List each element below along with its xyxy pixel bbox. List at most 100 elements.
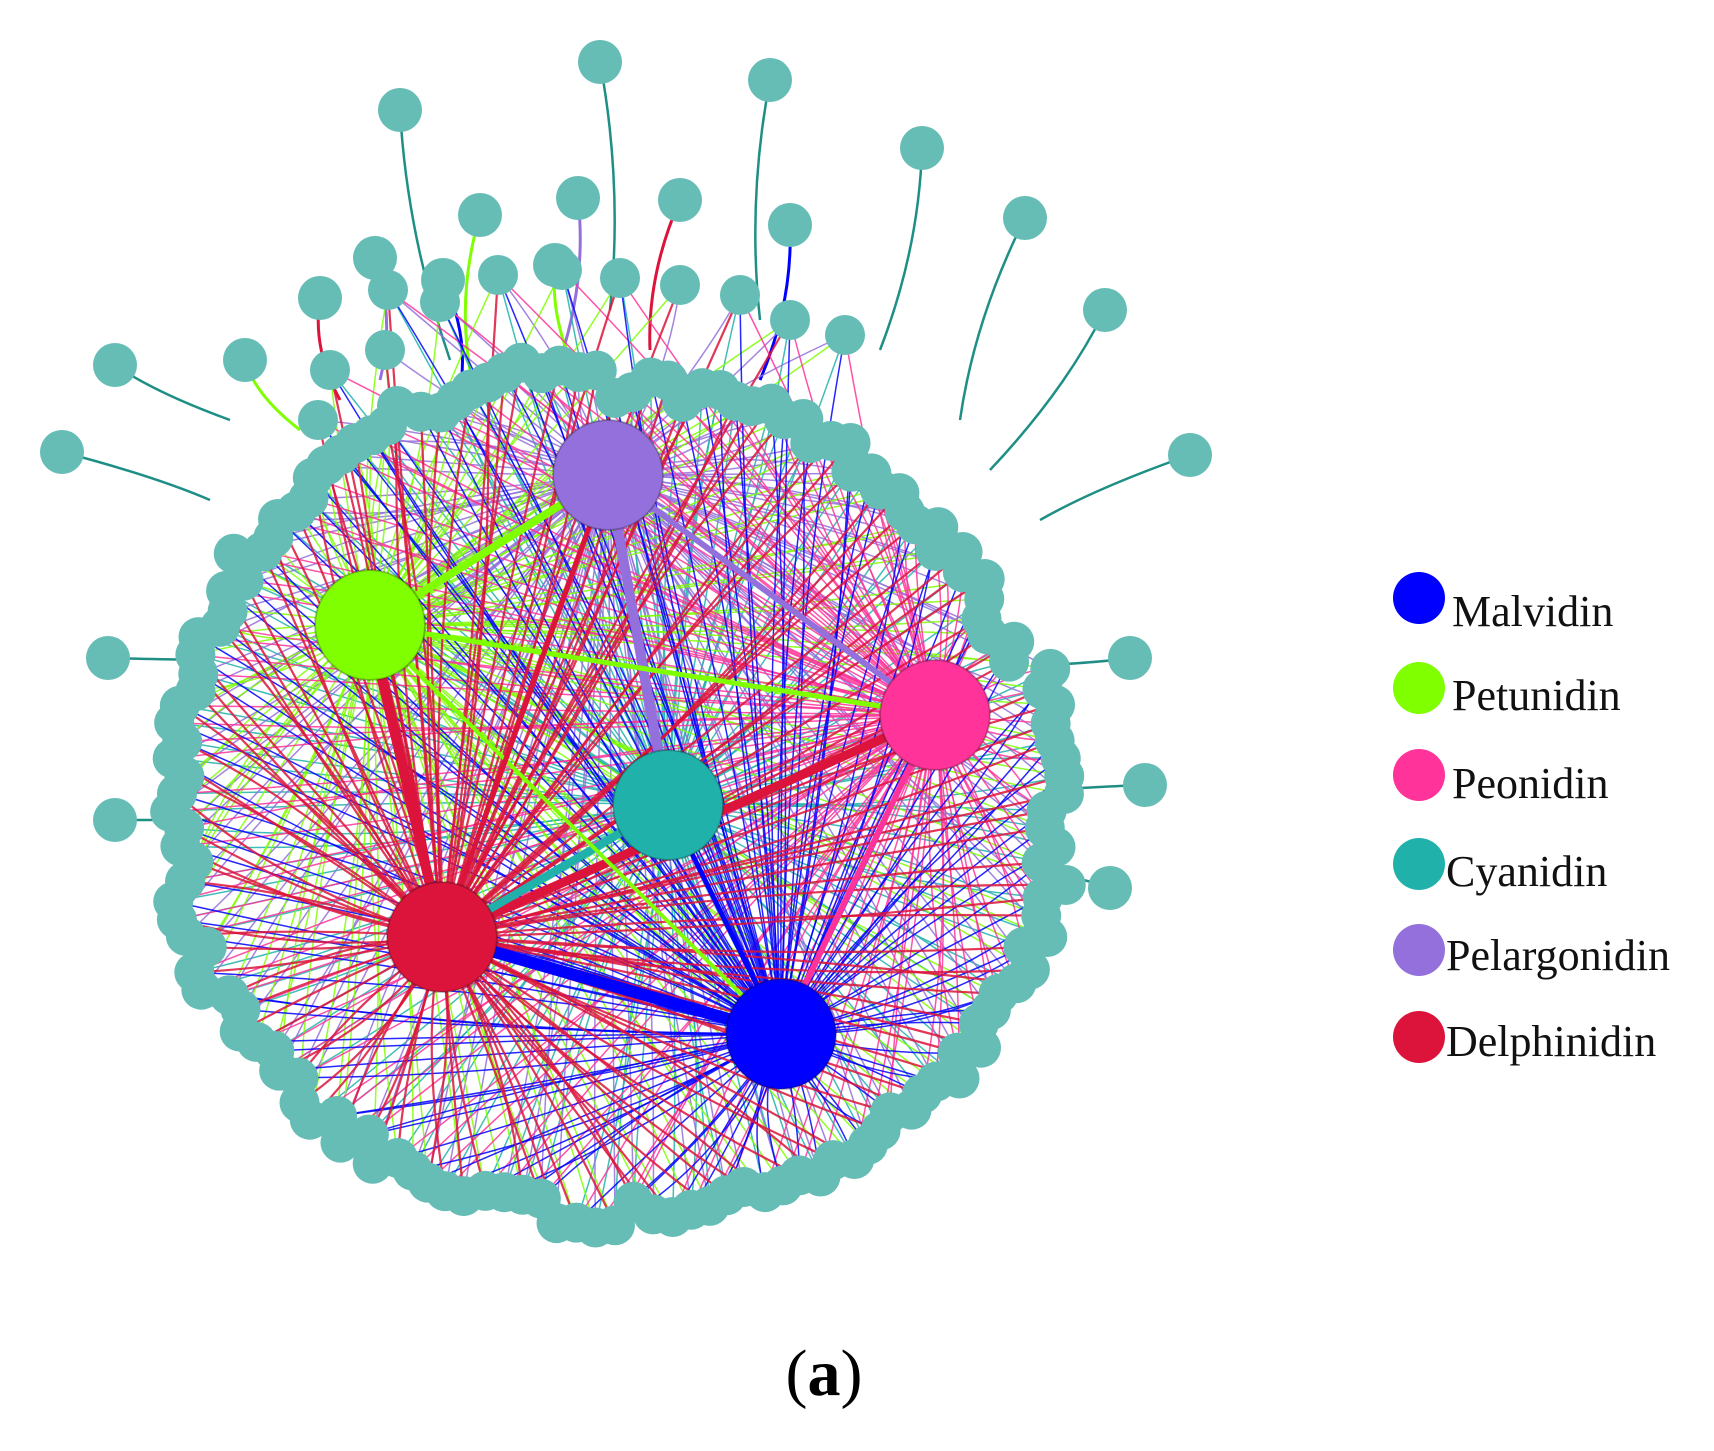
edge	[309, 1033, 782, 1121]
edge	[719, 390, 782, 1035]
legend-swatch-delphinidin	[1393, 1011, 1445, 1063]
edge	[649, 377, 782, 1035]
edge	[739, 294, 936, 716]
hub-node-layer	[314, 419, 991, 1090]
edge	[181, 740, 782, 1035]
edge	[369, 623, 988, 636]
edge	[441, 936, 766, 1193]
target-node	[93, 798, 137, 842]
legend-item-cyanidin: Cyanidin	[1393, 838, 1607, 896]
edge	[667, 400, 736, 806]
edge	[369, 598, 985, 626]
edge	[369, 624, 1056, 848]
legend-swatch-peonidin	[1393, 749, 1445, 801]
legend-swatch-petunidin	[1393, 662, 1445, 714]
target-node	[421, 258, 465, 302]
edge	[441, 809, 1047, 939]
edge	[255, 624, 371, 1043]
target-node	[86, 636, 130, 680]
hub-edge	[778, 713, 938, 1036]
target-node	[1088, 866, 1132, 910]
target-node	[365, 330, 405, 370]
edge	[441, 935, 999, 995]
edge	[782, 714, 936, 1186]
target-node	[298, 400, 338, 440]
target-node-layer	[40, 40, 1212, 1248]
edge	[441, 883, 1066, 939]
edge	[242, 580, 443, 938]
hub-node-pelargonidin	[552, 419, 664, 531]
edge	[336, 714, 936, 1117]
edge	[308, 497, 936, 716]
edge	[734, 400, 936, 716]
edge	[439, 301, 782, 1035]
hub-edge	[439, 474, 611, 938]
legend-label-delphinidin: Delphinidin	[1446, 1017, 1656, 1066]
edge	[262, 550, 669, 806]
legend-item-delphinidin: Delphinidin	[1393, 1011, 1656, 1066]
edge	[780, 740, 1056, 1035]
target-node	[748, 58, 792, 102]
edge	[226, 610, 443, 938]
legend-swatch-malvidin	[1393, 572, 1445, 624]
edge	[764, 714, 936, 1193]
panel-label-letter: a	[808, 1337, 841, 1410]
edge	[184, 714, 936, 883]
edge	[958, 217, 1027, 421]
edge	[878, 147, 924, 351]
edge	[455, 400, 936, 716]
edge	[503, 372, 782, 1035]
edge	[441, 826, 1045, 939]
edge	[441, 861, 1042, 939]
legend-label-cyanidin: Cyanidin	[1446, 847, 1607, 896]
target-node	[1083, 288, 1127, 332]
edge	[441, 935, 822, 1178]
legend-swatch-pelargonidin	[1393, 924, 1445, 976]
edge	[261, 551, 443, 938]
hub-edge	[369, 622, 936, 718]
legend-label-petunidin: Petunidin	[1452, 671, 1621, 720]
target-node	[658, 178, 702, 222]
edge	[441, 935, 982, 1049]
edge	[354, 442, 782, 1035]
target-node	[310, 350, 350, 390]
edge	[440, 365, 561, 938]
edge	[819, 714, 936, 1177]
target-node	[825, 315, 865, 355]
target-node	[1003, 196, 1047, 240]
edge	[780, 723, 1052, 1035]
hub-node-petunidin	[314, 569, 426, 681]
edge	[340, 1033, 782, 1144]
target-node	[989, 641, 1030, 682]
hub-node-malvidin	[725, 978, 837, 1090]
legend-item-peonidin: Peonidin	[1393, 749, 1608, 808]
hub-edge	[606, 472, 937, 718]
edge	[440, 372, 506, 938]
edge	[420, 411, 782, 1035]
edge	[61, 450, 211, 502]
target-node	[40, 430, 84, 474]
hub-edge	[368, 623, 783, 1036]
edge	[441, 523, 917, 938]
target-node	[770, 300, 810, 340]
target-node	[578, 40, 622, 84]
legend-item-malvidin: Malvidin	[1393, 572, 1613, 636]
edge	[228, 474, 609, 996]
edge	[989, 309, 1107, 471]
target-node	[1168, 433, 1212, 477]
target-node	[1123, 763, 1167, 807]
hub-node-cyanidin	[612, 749, 724, 861]
edge	[256, 714, 936, 1043]
edge	[441, 935, 1024, 954]
edge	[436, 389, 472, 938]
edge	[176, 714, 936, 795]
hub-node-delphinidin	[386, 881, 498, 993]
legend-item-pelargonidin: Pelargonidin	[1393, 924, 1670, 980]
target-node	[900, 126, 944, 170]
target-node	[93, 343, 137, 387]
edge	[441, 913, 1042, 939]
edge	[441, 936, 881, 1132]
target-node	[223, 338, 267, 382]
legend: Malvidin Petunidin Peonidin Cyanidin Pel…	[1393, 572, 1670, 1066]
